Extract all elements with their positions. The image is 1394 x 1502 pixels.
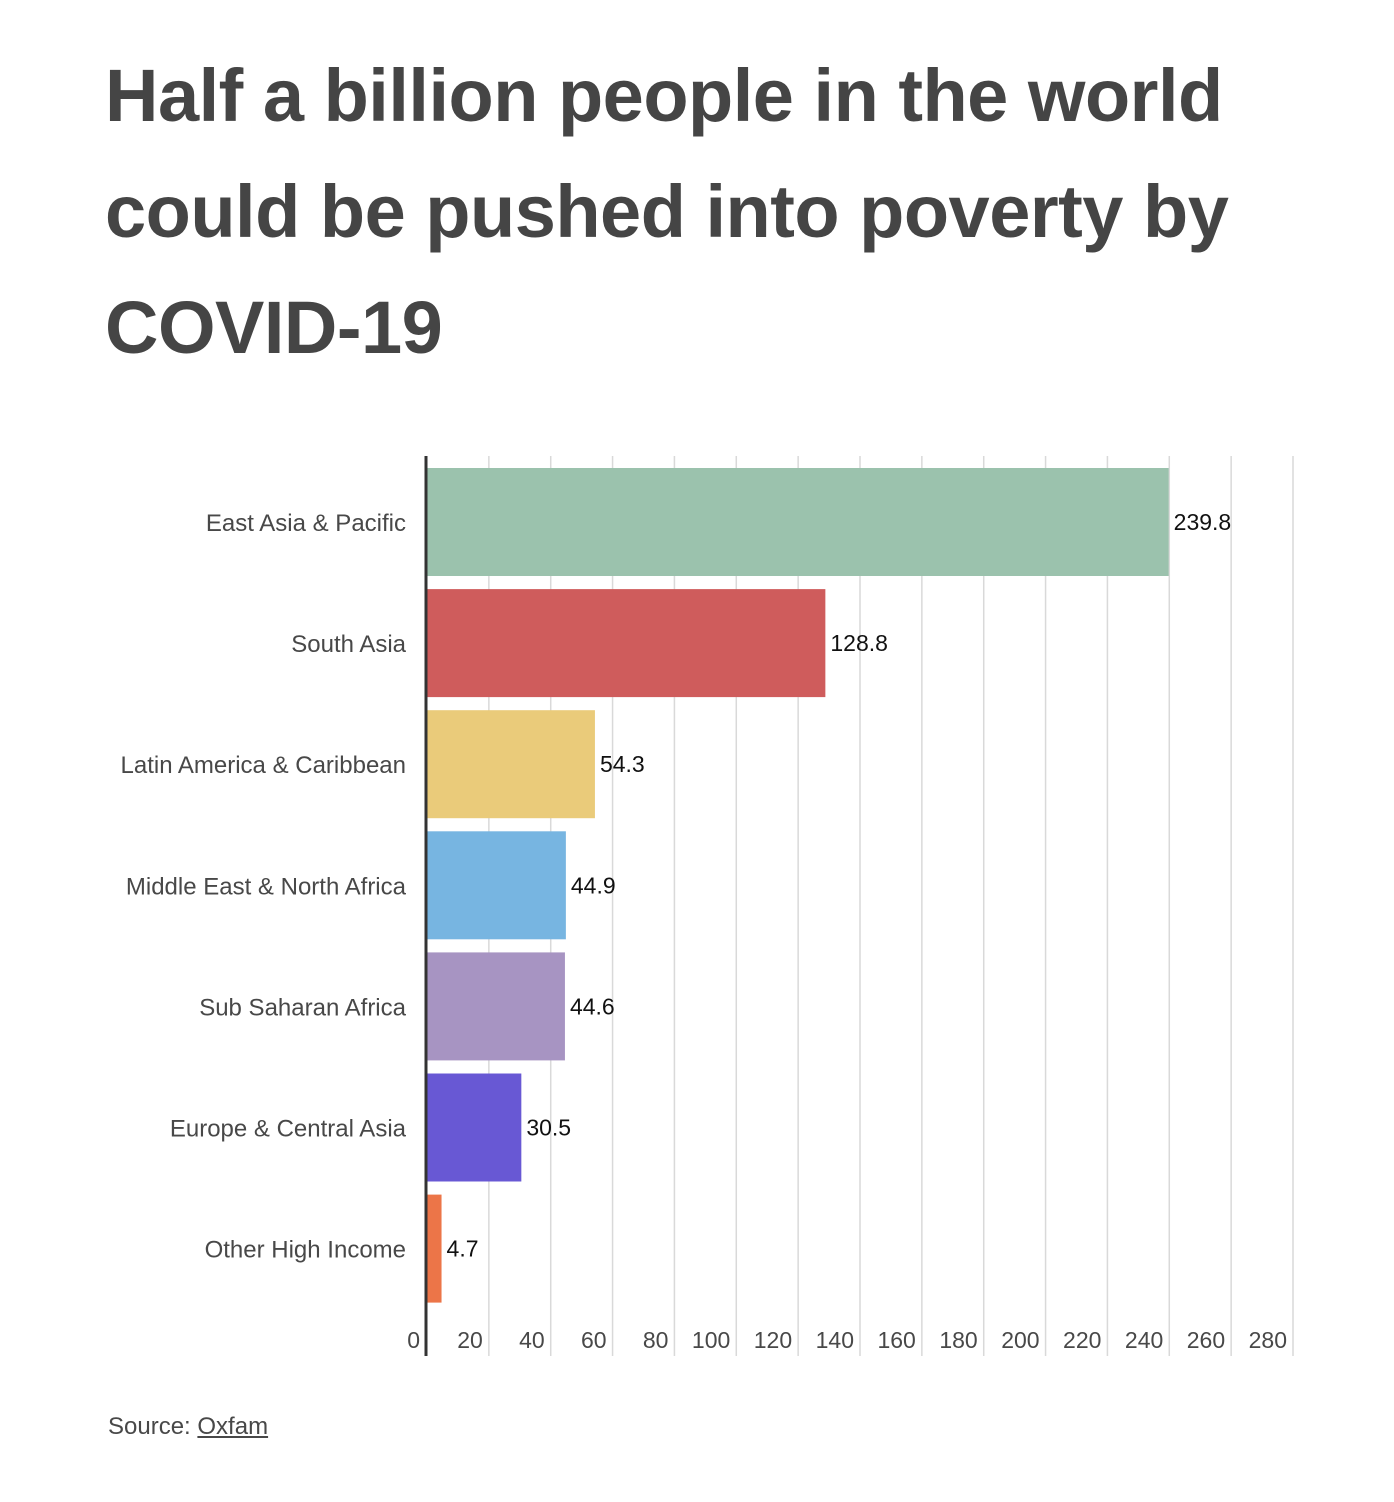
category-label: Middle East & North Africa xyxy=(126,873,407,900)
x-tick-label: 120 xyxy=(754,1327,792,1353)
x-tick-labels: 0 20 40 60 80 100 120 140 160 180 200 220 240 260 280 xyxy=(407,1327,1287,1353)
chart-title: Half a billion people in the world could… xyxy=(105,54,1229,369)
x-tick-label: 260 xyxy=(1187,1327,1225,1353)
x-tick-label: 140 xyxy=(816,1327,854,1353)
bar xyxy=(427,952,565,1061)
bars xyxy=(427,468,1169,1303)
bar xyxy=(427,468,1169,576)
value-labels: 239.8 128.8 54.3 44.9 44.6 30.5 4.7 xyxy=(447,509,1232,1262)
x-tick-label: 40 xyxy=(519,1327,545,1353)
value-label: 4.7 xyxy=(447,1236,479,1262)
source-note: Source: Oxfam xyxy=(108,1413,268,1441)
x-tick-label: 160 xyxy=(877,1327,915,1353)
x-tick-label: 20 xyxy=(457,1327,483,1353)
value-label: 44.6 xyxy=(570,993,615,1019)
source-link[interactable]: Oxfam xyxy=(197,1413,269,1440)
bar xyxy=(427,710,595,819)
x-tick-label: 0 xyxy=(407,1327,420,1353)
value-label: 30.5 xyxy=(526,1115,571,1141)
value-label: 54.3 xyxy=(600,751,645,777)
x-tick-label: 200 xyxy=(1001,1327,1039,1353)
category-label: Europe & Central Asia xyxy=(170,1116,407,1143)
bar xyxy=(427,589,826,698)
source-prefix: Source: xyxy=(108,1413,191,1440)
value-label: 128.8 xyxy=(830,630,888,656)
x-tick-label: 60 xyxy=(581,1327,607,1353)
x-tick-label: 220 xyxy=(1063,1327,1101,1353)
bar xyxy=(427,1194,442,1303)
value-label: 44.9 xyxy=(571,872,616,898)
value-label: 239.8 xyxy=(1174,509,1232,535)
x-tick-label: 240 xyxy=(1125,1327,1163,1353)
x-tick-label: 280 xyxy=(1249,1327,1287,1353)
category-label: Latin America & Caribbean xyxy=(121,752,407,779)
category-label: Other High Income xyxy=(205,1237,406,1264)
x-tick-label: 180 xyxy=(939,1327,977,1353)
category-label: Sub Saharan Africa xyxy=(199,994,406,1021)
x-tick-label: 80 xyxy=(643,1327,669,1353)
bar xyxy=(427,1073,522,1182)
category-label: South Asia xyxy=(291,631,406,658)
category-label: East Asia & Pacific xyxy=(206,510,406,537)
bar xyxy=(427,831,566,940)
x-tick-label: 100 xyxy=(692,1327,730,1353)
category-labels: East Asia & Pacific South Asia Latin Ameri… xyxy=(121,510,407,1264)
